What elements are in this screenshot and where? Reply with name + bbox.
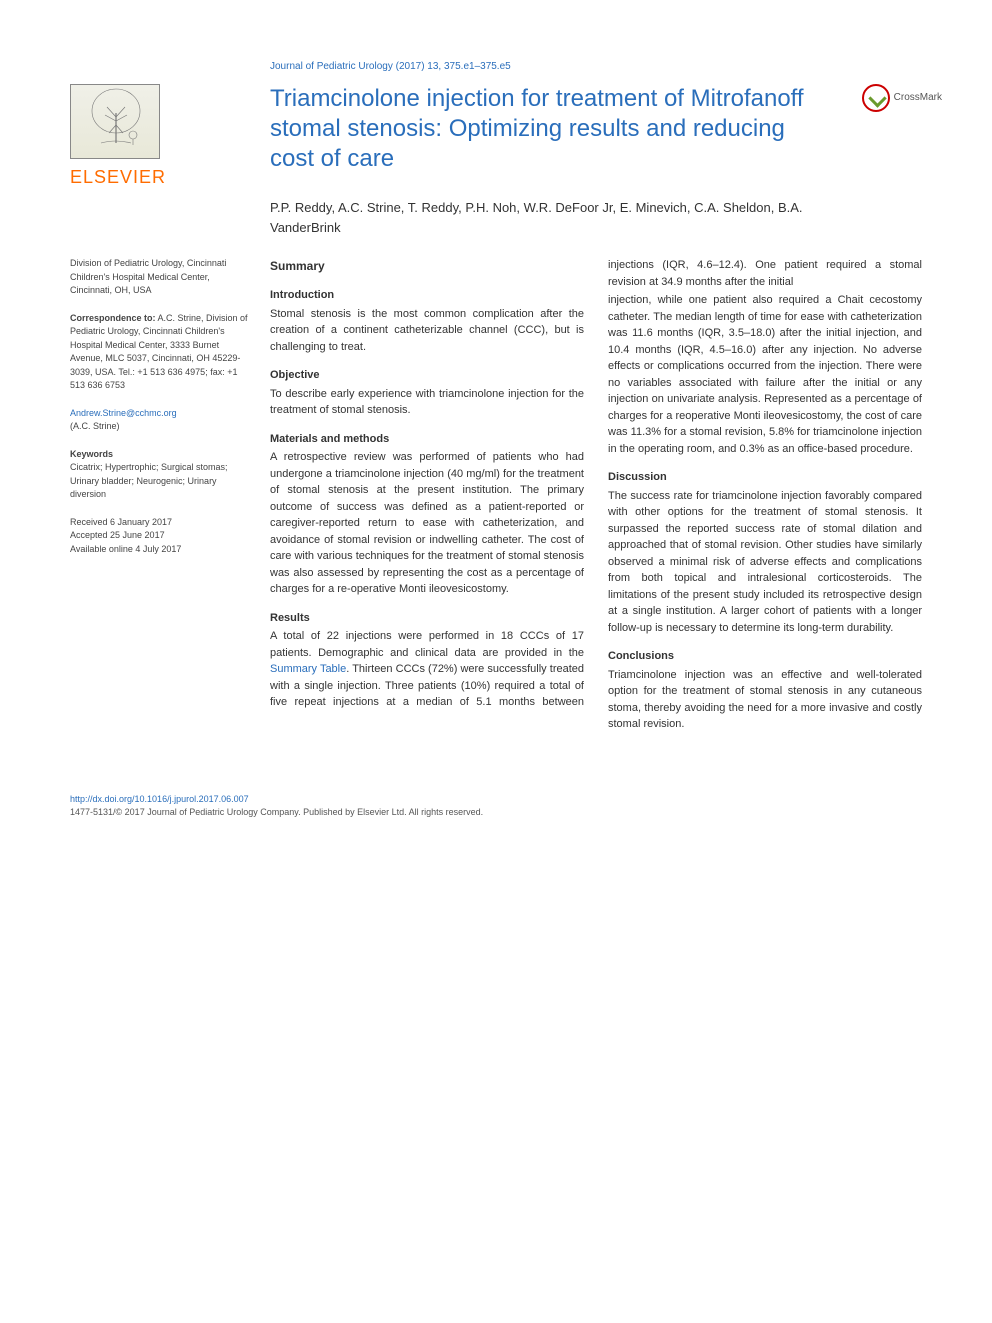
online-date: Available online 4 July 2017	[70, 543, 250, 557]
crossmark-icon	[862, 84, 890, 112]
discussion-heading: Discussion	[608, 469, 922, 486]
results-text-2: injection, while one patient also requir…	[608, 292, 922, 457]
correspondence-label: Correspondence to:	[70, 313, 156, 323]
conclusions-text: Triamcinolone injection was an effective…	[608, 667, 922, 733]
email-block: Andrew.Strine@cchmc.org (A.C. Strine)	[70, 407, 250, 434]
page-footer: http://dx.doi.org/10.1016/j.jpurol.2017.…	[70, 793, 922, 820]
affiliation: Division of Pediatric Urology, Cincinnat…	[70, 257, 250, 298]
discussion-text: The success rate for triamcinolone injec…	[608, 488, 922, 637]
article-title: Triamcinolone injection for treatment of…	[270, 84, 822, 174]
crossmark-label: CrossMark	[894, 91, 942, 105]
sidebar: Division of Pediatric Urology, Cincinnat…	[70, 257, 250, 733]
conclusions-heading: Conclusions	[608, 648, 922, 665]
received-date: Received 6 January 2017	[70, 516, 250, 530]
introduction-heading: Introduction	[270, 287, 584, 304]
crossmark-badge[interactable]: CrossMark	[862, 84, 942, 112]
dates-block: Received 6 January 2017 Accepted 25 June…	[70, 516, 250, 557]
correspondence-block: Correspondence to: A.C. Strine, Division…	[70, 312, 250, 393]
summary-table-link[interactable]: Summary Table	[270, 663, 346, 675]
accepted-date: Accepted 25 June 2017	[70, 529, 250, 543]
publisher-name: ELSEVIER	[70, 165, 170, 190]
main-content: Division of Pediatric Urology, Cincinnat…	[70, 257, 922, 733]
correspondence-text: A.C. Strine, Division of Pediatric Urolo…	[70, 313, 248, 391]
results-heading: Results	[270, 610, 584, 627]
summary-columns: Summary Introduction Stomal stenosis is …	[270, 257, 922, 733]
header-row: ELSEVIER Triamcinolone injection for tre…	[70, 84, 922, 237]
author-list: P.P. Reddy, A.C. Strine, T. Reddy, P.H. …	[270, 198, 822, 237]
objective-heading: Objective	[270, 367, 584, 384]
results-span-1: A total of 22 injections were performed …	[270, 630, 584, 659]
objective-text: To describe early experience with triamc…	[270, 386, 584, 419]
copyright-text: 1477-5131/© 2017 Journal of Pediatric Ur…	[70, 806, 922, 820]
correspondence-email[interactable]: Andrew.Strine@cchmc.org	[70, 407, 250, 421]
keywords-label: Keywords	[70, 448, 250, 462]
publisher-logo-column: ELSEVIER	[70, 84, 270, 237]
elsevier-tree-icon	[70, 84, 160, 159]
methods-text: A retrospective review was performed of …	[270, 449, 584, 598]
doi-link[interactable]: http://dx.doi.org/10.1016/j.jpurol.2017.…	[70, 793, 922, 807]
journal-reference: Journal of Pediatric Urology (2017) 13, …	[270, 60, 922, 74]
introduction-text: Stomal stenosis is the most common compl…	[270, 306, 584, 356]
keywords-text: Cicatrix; Hypertrophic; Surgical stomas;…	[70, 461, 250, 502]
summary-heading: Summary	[270, 257, 584, 275]
keywords-block: Keywords Cicatrix; Hypertrophic; Surgica…	[70, 448, 250, 502]
elsevier-logo: ELSEVIER	[70, 84, 170, 194]
email-attribution: (A.C. Strine)	[70, 420, 250, 434]
title-column: Triamcinolone injection for treatment of…	[270, 84, 922, 237]
methods-heading: Materials and methods	[270, 431, 584, 448]
